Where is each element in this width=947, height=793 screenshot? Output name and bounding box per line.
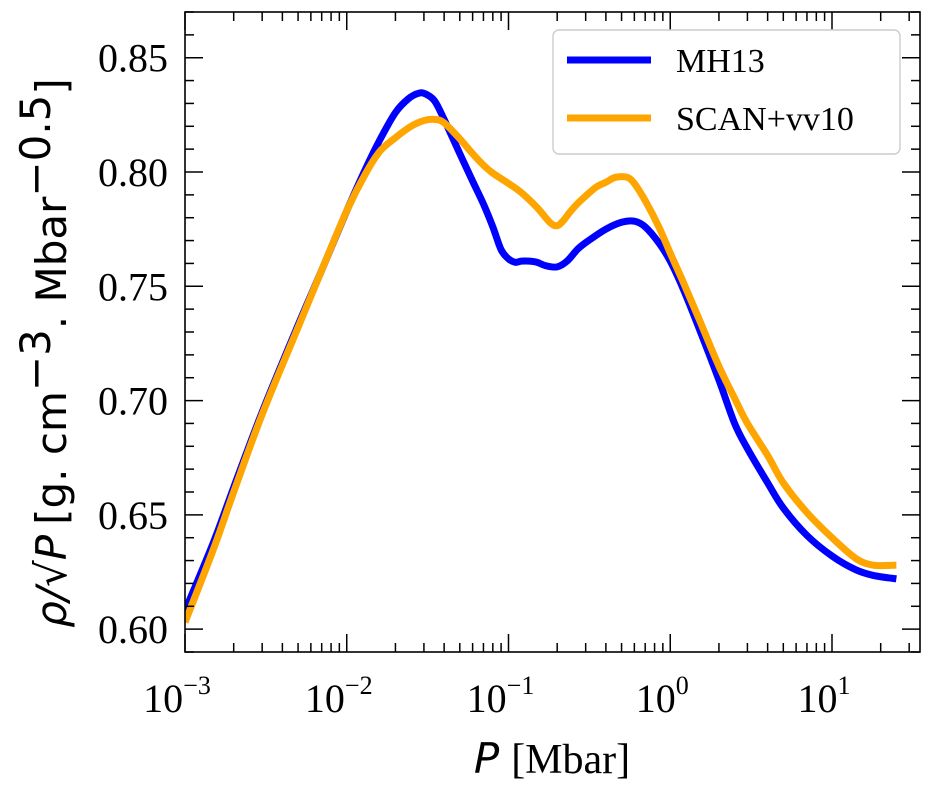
label-layer: 10−3 10−2 10−1 100 1010.600.650.700.750.800.… bbox=[98, 36, 850, 721]
x-tick-exponent: −2 bbox=[345, 671, 373, 700]
x-tick-exponent: 0 bbox=[676, 671, 689, 700]
x-tick-base: 10 bbox=[636, 676, 676, 721]
legend-label-mh13: MH13 bbox=[676, 43, 765, 80]
y-tick-label: 0.60 bbox=[98, 607, 168, 652]
svg-text:ρ/√P[g. cm−3. Mbar−0.5]: ρ/√P [g. cm−3. Mbar−0.5] bbox=[11, 78, 76, 628]
x-tick-label: 100 bbox=[636, 671, 689, 721]
y-tick-label: 0.75 bbox=[98, 264, 168, 309]
series-line-mh13 bbox=[185, 89, 897, 613]
x-axis-label-unit: [Mbar] bbox=[511, 737, 630, 783]
y-axis-label-suffix: ] bbox=[27, 78, 76, 94]
x-tick-base: 10 bbox=[797, 676, 837, 721]
tick-layer bbox=[184, 11, 920, 653]
y-axis-label-symbol: ρ/√P bbox=[27, 534, 76, 628]
y-axis-label-prefix: [g. cm bbox=[27, 391, 76, 525]
x-axis-label-symbol: P bbox=[474, 734, 500, 783]
x-axis-label: P [Mbar] bbox=[474, 734, 630, 783]
x-tick-label: 10−3 bbox=[143, 671, 211, 721]
x-tick-label: 101 bbox=[797, 671, 850, 721]
y-tick-label: 0.85 bbox=[98, 36, 168, 81]
x-tick-exponent: −1 bbox=[507, 671, 535, 700]
y-tick-label: 0.65 bbox=[98, 493, 168, 538]
plot-frame bbox=[184, 11, 921, 653]
svg-text:P[Mbar]: P [Mbar] bbox=[474, 734, 630, 783]
series-line-scan-vv10 bbox=[185, 115, 897, 624]
y-tick-label: 0.70 bbox=[98, 379, 168, 424]
x-tick-label: 10−1 bbox=[467, 671, 535, 721]
x-tick-exponent: 1 bbox=[837, 671, 850, 700]
legend-label-scan-vv10: SCAN+vv10 bbox=[676, 101, 854, 138]
y-axis-label: ρ/√P [g. cm−3. Mbar−0.5] bbox=[11, 78, 76, 628]
y-axis-label-mid: . Mbar bbox=[27, 196, 76, 329]
x-tick-base: 10 bbox=[305, 676, 345, 721]
x-tick-base: 10 bbox=[467, 676, 507, 721]
series-layer bbox=[185, 89, 897, 624]
legend: MH13 SCAN+vv10 bbox=[552, 29, 901, 155]
y-tick-label: 0.80 bbox=[98, 150, 168, 195]
x-tick-base: 10 bbox=[143, 676, 183, 721]
x-tick-label: 10−2 bbox=[305, 671, 373, 721]
y-axis-label-exp2: −0.5 bbox=[11, 95, 60, 197]
x-tick-exponent: −3 bbox=[183, 671, 211, 700]
y-axis-label-exp1: −3 bbox=[11, 329, 60, 391]
